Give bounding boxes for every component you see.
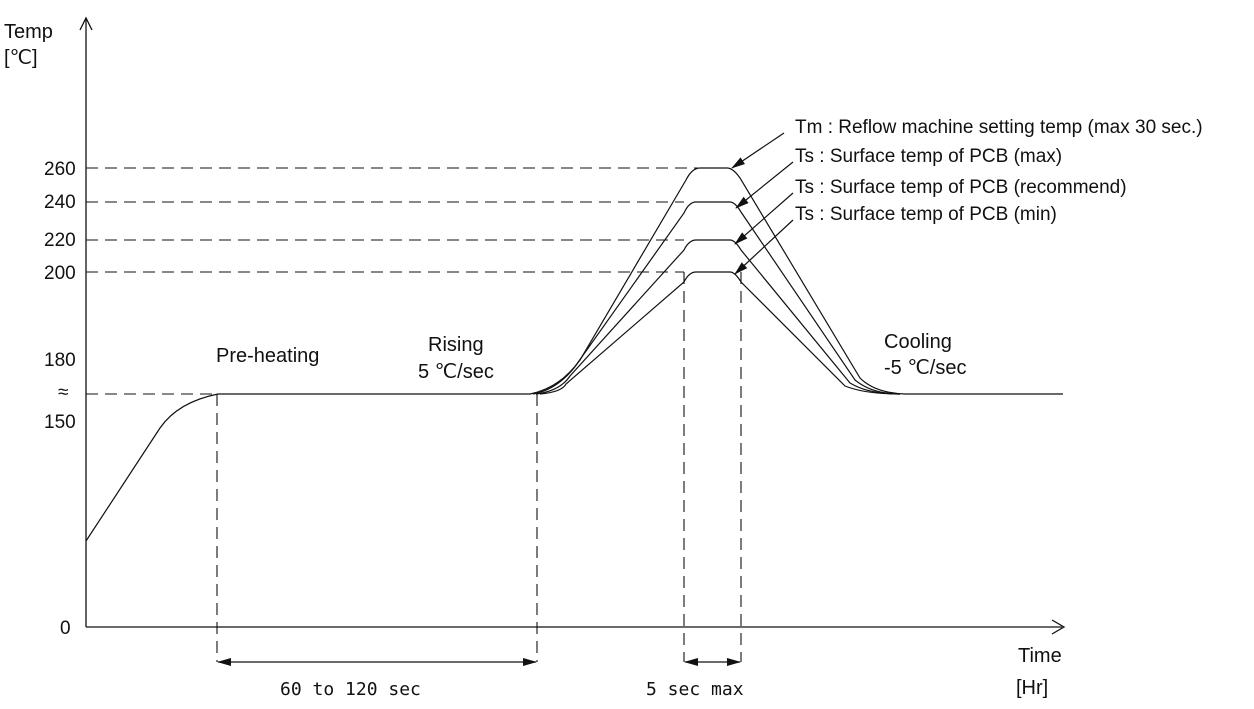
x-axis-title-line1: Time xyxy=(1018,645,1062,667)
y-tick-label: 180 xyxy=(44,350,76,371)
annotation-ts-recommend: Ts : Surface temp of PCB (recommend) xyxy=(795,177,1127,198)
y-axis-arrow-icon xyxy=(79,16,93,31)
profile-curve-220 xyxy=(535,239,901,395)
phase-label-rising: Rising xyxy=(428,334,484,356)
axis-break-symbol: ≈ xyxy=(58,382,68,403)
profile-curve-260 xyxy=(85,167,1063,542)
annotation-arrow-ts-recommend xyxy=(734,192,794,245)
phase-label-cooling-rate: -5 ℃/sec xyxy=(884,357,966,379)
annotation-arrow-ts-min xyxy=(734,219,794,275)
y-tick-label: 200 xyxy=(44,263,76,284)
phase-label-preheating: Pre-heating xyxy=(216,345,319,367)
annotation-arrow-tm xyxy=(731,132,785,169)
phase-label-cooling: Cooling xyxy=(884,331,952,353)
annotation-tm: Tm : Reflow machine setting temp (max 30… xyxy=(795,117,1203,138)
duration-label-preheat: 60 to 120 sec xyxy=(280,679,421,700)
y-tick-label: 260 xyxy=(44,159,76,180)
annotation-arrow-ts-max xyxy=(735,161,794,209)
x-axis-title-line2: [Hr] xyxy=(1016,677,1048,699)
duration-label-peak: 5 sec max xyxy=(646,679,744,700)
y-axis-title-line1: Temp xyxy=(4,21,53,43)
profile-curve-240 xyxy=(532,201,901,395)
x-axis-arrow-icon xyxy=(1051,619,1066,635)
annotation-ts-max: Ts : Surface temp of PCB (max) xyxy=(795,146,1062,167)
y-tick-label: 220 xyxy=(44,230,76,251)
profile-curve-200 xyxy=(539,271,901,395)
annotation-ts-min: Ts : Surface temp of PCB (min) xyxy=(795,204,1057,225)
phase-label-rising-rate: 5 ℃/sec xyxy=(418,361,494,383)
y-tick-label: 150 xyxy=(44,412,76,433)
y-tick-label: 240 xyxy=(44,192,76,213)
y-tick-label: 0 xyxy=(60,618,71,639)
y-axis-title-line2: [℃] xyxy=(4,47,38,69)
